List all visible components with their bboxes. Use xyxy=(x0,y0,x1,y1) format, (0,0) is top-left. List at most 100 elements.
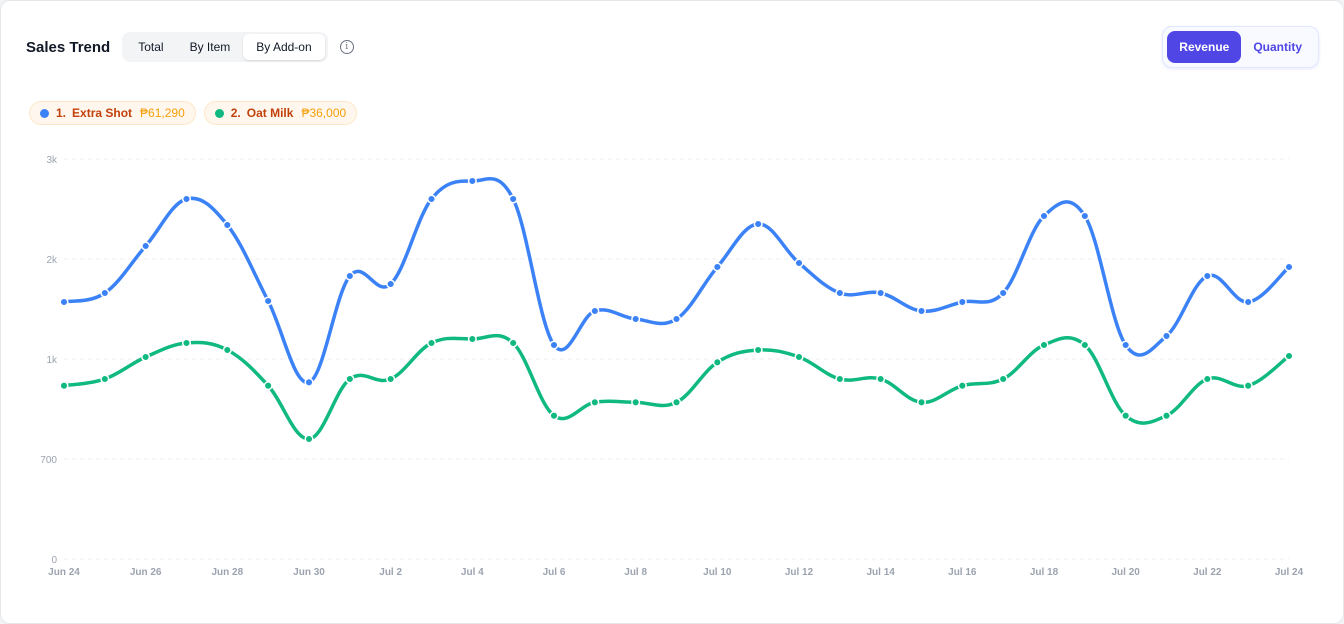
legend-amount: ₱61,290 xyxy=(140,106,185,120)
x-tick-label: Jun 28 xyxy=(211,567,243,578)
data-point-extra-shot[interactable] xyxy=(876,288,886,298)
y-tick-label: 2k xyxy=(46,255,58,266)
data-point-extra-shot[interactable] xyxy=(1039,211,1049,221)
data-point-oat-milk[interactable] xyxy=(590,397,600,407)
data-point-oat-milk[interactable] xyxy=(1080,340,1090,350)
data-point-oat-milk[interactable] xyxy=(753,345,763,355)
data-point-extra-shot[interactable] xyxy=(386,279,396,289)
data-point-oat-milk[interactable] xyxy=(222,345,232,355)
data-point-oat-milk[interactable] xyxy=(1121,411,1131,421)
header: Sales Trend Total By Item By Add-on i xyxy=(26,29,354,65)
x-tick-label: Jul 12 xyxy=(785,567,814,578)
data-point-extra-shot[interactable] xyxy=(263,296,273,306)
data-point-oat-milk[interactable] xyxy=(345,374,355,384)
data-point-extra-shot[interactable] xyxy=(508,194,518,204)
info-icon[interactable]: i xyxy=(339,40,354,54)
data-point-oat-milk[interactable] xyxy=(426,338,437,348)
data-point-extra-shot[interactable] xyxy=(426,194,437,204)
data-point-oat-milk[interactable] xyxy=(1243,381,1253,391)
data-point-extra-shot[interactable] xyxy=(712,262,722,272)
data-point-extra-shot[interactable] xyxy=(222,220,232,230)
data-point-extra-shot[interactable] xyxy=(141,241,151,251)
data-point-extra-shot[interactable] xyxy=(1080,211,1090,221)
data-point-extra-shot[interactable] xyxy=(835,288,845,298)
quantity-button[interactable]: Quantity xyxy=(1253,40,1302,54)
metric-toggle: Revenue Quantity xyxy=(1162,26,1319,68)
y-tick-label: 0 xyxy=(51,555,57,566)
data-point-extra-shot[interactable] xyxy=(100,288,110,298)
data-point-oat-milk[interactable] xyxy=(100,374,110,384)
data-point-oat-milk[interactable] xyxy=(1284,351,1294,361)
data-point-oat-milk[interactable] xyxy=(304,434,314,444)
x-tick-label: Jul 14 xyxy=(866,567,895,578)
data-point-extra-shot[interactable] xyxy=(1121,340,1131,350)
x-tick-label: Jul 4 xyxy=(461,567,484,578)
page-title: Sales Trend xyxy=(26,38,111,56)
series-color-dot xyxy=(214,108,224,118)
legend-name: Extra Shot xyxy=(72,106,133,120)
data-point-oat-milk[interactable] xyxy=(835,374,845,384)
data-point-extra-shot[interactable] xyxy=(1284,262,1294,272)
tab-total[interactable]: Total xyxy=(138,40,164,54)
data-point-extra-shot[interactable] xyxy=(957,297,967,307)
tab-by-item[interactable]: By Item xyxy=(189,40,231,54)
series-line-extra-shot xyxy=(62,177,1291,385)
data-point-extra-shot[interactable] xyxy=(1243,297,1253,307)
data-point-oat-milk[interactable] xyxy=(794,352,804,362)
data-point-oat-milk[interactable] xyxy=(508,338,518,348)
data-point-oat-milk[interactable] xyxy=(1161,411,1172,421)
data-point-extra-shot[interactable] xyxy=(59,297,69,307)
data-point-extra-shot[interactable] xyxy=(549,340,559,350)
data-point-oat-milk[interactable] xyxy=(631,397,641,407)
legend-name: Oat Milk xyxy=(246,106,294,120)
y-tick-label: 3k xyxy=(46,155,58,166)
data-point-oat-milk[interactable] xyxy=(916,397,927,407)
data-point-oat-milk[interactable] xyxy=(876,374,886,384)
data-point-oat-milk[interactable] xyxy=(549,411,559,421)
data-point-extra-shot[interactable] xyxy=(998,288,1008,298)
tab-by-add-on[interactable]: By Add-on xyxy=(243,34,325,60)
data-point-extra-shot[interactable] xyxy=(590,306,600,316)
data-point-extra-shot[interactable] xyxy=(467,176,477,186)
data-point-oat-milk[interactable] xyxy=(712,357,722,367)
data-point-extra-shot[interactable] xyxy=(631,314,641,324)
y-tick-label: 1k xyxy=(46,355,58,366)
series-color-dot xyxy=(40,108,49,118)
x-tick-label: Jul 6 xyxy=(543,567,566,578)
data-point-extra-shot[interactable] xyxy=(1202,271,1212,281)
data-point-oat-milk[interactable] xyxy=(467,334,477,344)
data-point-extra-shot[interactable] xyxy=(304,377,314,387)
data-point-extra-shot[interactable] xyxy=(794,258,804,268)
x-tick-label: Jul 2 xyxy=(379,567,402,578)
data-point-extra-shot[interactable] xyxy=(916,306,927,316)
data-point-extra-shot[interactable] xyxy=(1161,331,1172,341)
x-tick-label: Jul 22 xyxy=(1193,567,1222,578)
data-point-oat-milk[interactable] xyxy=(59,381,69,391)
x-tick-label: Jul 20 xyxy=(1111,567,1140,578)
data-point-oat-milk[interactable] xyxy=(998,374,1008,384)
legend-chip-oat-milk[interactable]: 2. Oat Milk ₱36,000 xyxy=(203,101,358,125)
data-point-oat-milk[interactable] xyxy=(386,374,396,384)
view-tabs: Total By Item By Add-on xyxy=(122,32,328,62)
data-point-oat-milk[interactable] xyxy=(263,381,273,391)
data-point-oat-milk[interactable] xyxy=(141,352,151,362)
data-point-oat-milk[interactable] xyxy=(1039,340,1049,350)
x-tick-label: Jul 8 xyxy=(624,567,647,578)
x-tick-label: Jun 24 xyxy=(48,567,80,578)
revenue-button[interactable]: Revenue xyxy=(1167,31,1242,63)
data-point-extra-shot[interactable] xyxy=(181,194,192,204)
data-point-oat-milk[interactable] xyxy=(1202,374,1212,384)
data-point-oat-milk[interactable] xyxy=(181,338,192,348)
data-point-extra-shot[interactable] xyxy=(345,271,355,281)
x-tick-label: Jun 26 xyxy=(130,567,162,578)
legend-chip-extra-shot[interactable]: 1. Extra Shot ₱61,290 xyxy=(29,101,196,125)
x-tick-label: Jul 24 xyxy=(1275,567,1304,578)
data-point-extra-shot[interactable] xyxy=(671,314,682,324)
legend-rank: 1. xyxy=(56,106,67,120)
x-tick-label: Jul 18 xyxy=(1030,567,1059,578)
data-point-oat-milk[interactable] xyxy=(957,381,967,391)
data-point-oat-milk[interactable] xyxy=(671,397,682,407)
data-point-extra-shot[interactable] xyxy=(753,219,763,229)
